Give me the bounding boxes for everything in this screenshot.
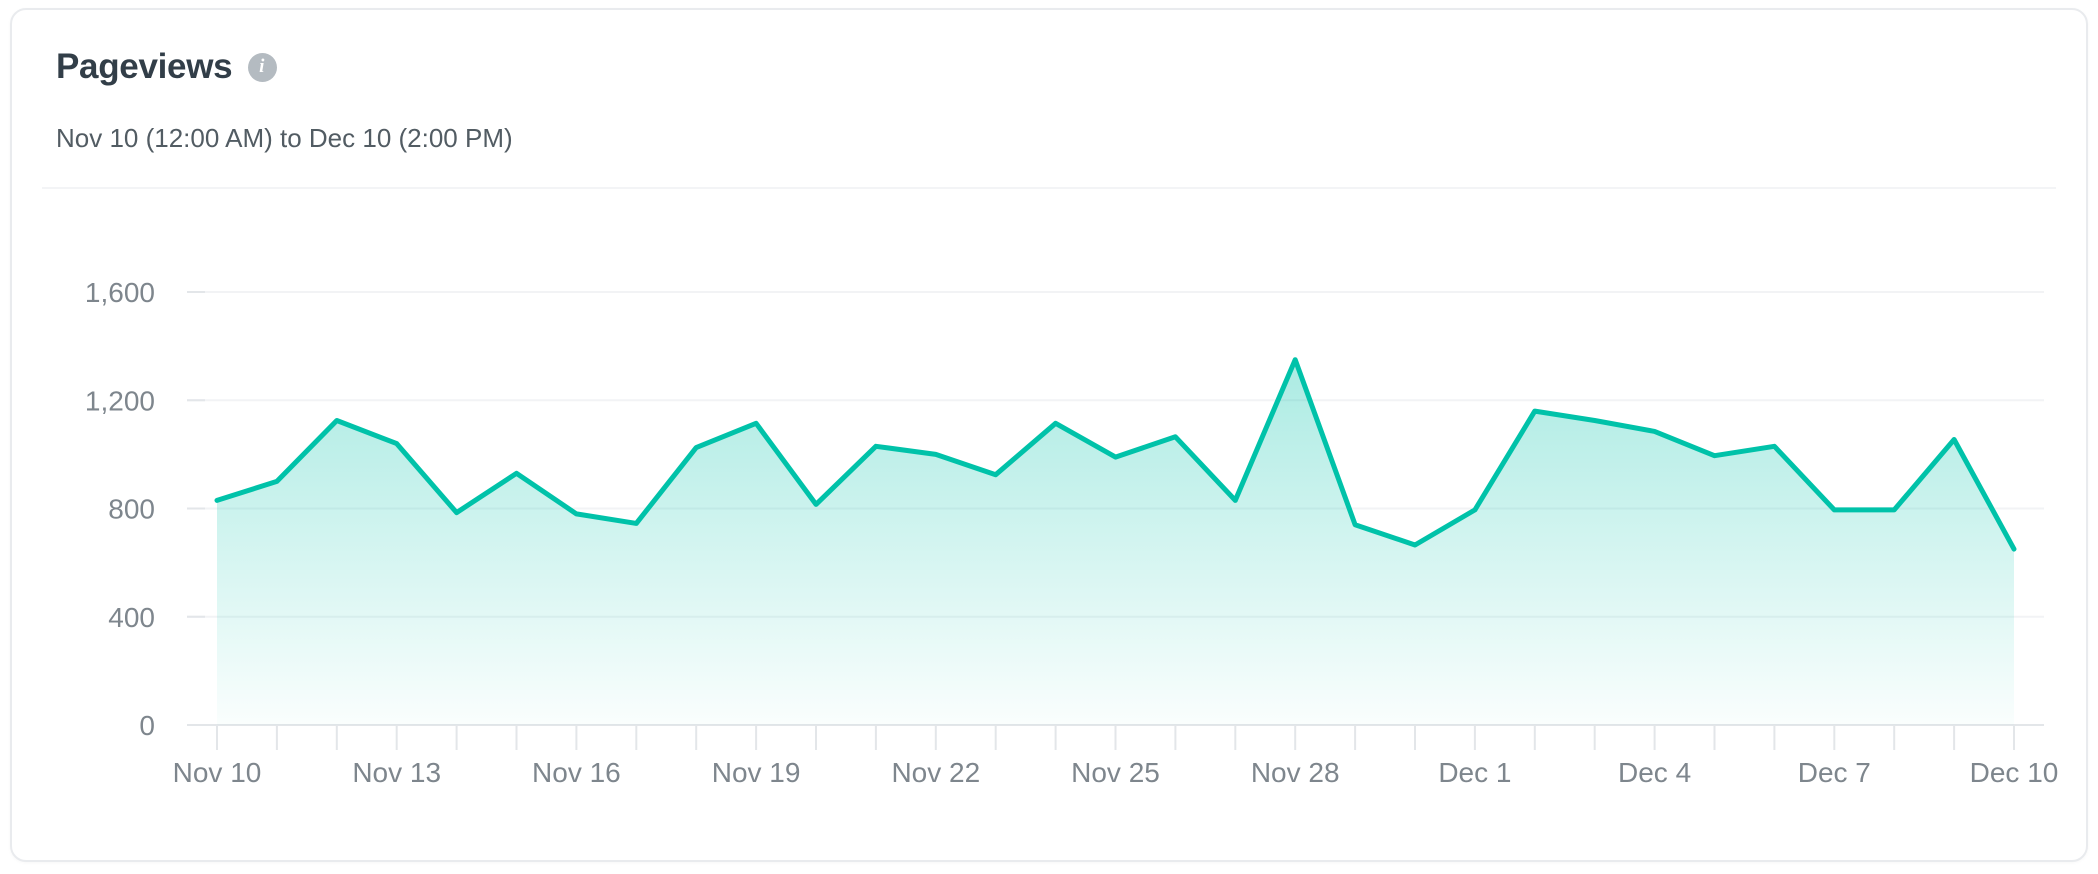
x-tick-label: Nov 19 bbox=[712, 757, 801, 788]
x-tick-label: Dec 4 bbox=[1618, 757, 1691, 788]
x-tick-label: Nov 16 bbox=[532, 757, 621, 788]
x-tick-label: Dec 1 bbox=[1438, 757, 1511, 788]
x-tick-label: Dec 10 bbox=[1970, 757, 2059, 788]
x-tick-label: Nov 22 bbox=[891, 757, 980, 788]
y-tick-label: 400 bbox=[108, 602, 155, 633]
pageviews-trend-line bbox=[214, 357, 2017, 552]
y-tick-label: 1,600 bbox=[85, 277, 155, 308]
x-tick-label: Dec 7 bbox=[1798, 757, 1871, 788]
y-tick-label: 800 bbox=[108, 494, 155, 525]
x-tick-label: Nov 13 bbox=[352, 757, 441, 788]
info-icon-glyph: i bbox=[259, 56, 265, 78]
info-icon[interactable]: i bbox=[248, 52, 278, 82]
x-tick-label: Nov 10 bbox=[173, 757, 262, 788]
pageviews-chart[interactable]: 0 400 800 1,200 1,600 Nov 10 Nov 13 Nov 16 Nov 1… bbox=[12, 10, 2088, 862]
card-header: Pageviews i bbox=[56, 47, 278, 87]
y-tick-label: 1,200 bbox=[85, 385, 155, 416]
pageviews-card: Pageviews i Nov 10 (12:00 AM) to Dec 10 … bbox=[10, 8, 2088, 862]
date-range-subtitle: Nov 10 (12:00 AM) to Dec 10 (2:00 PM) bbox=[56, 123, 513, 153]
x-tick-label: Nov 25 bbox=[1071, 757, 1160, 788]
area-fill bbox=[217, 359, 2014, 725]
header-divider bbox=[42, 187, 2056, 189]
page-title: Pageviews bbox=[56, 47, 233, 86]
x-tick-label: Nov 28 bbox=[1251, 757, 1340, 788]
y-tick-label: 0 bbox=[139, 710, 155, 741]
